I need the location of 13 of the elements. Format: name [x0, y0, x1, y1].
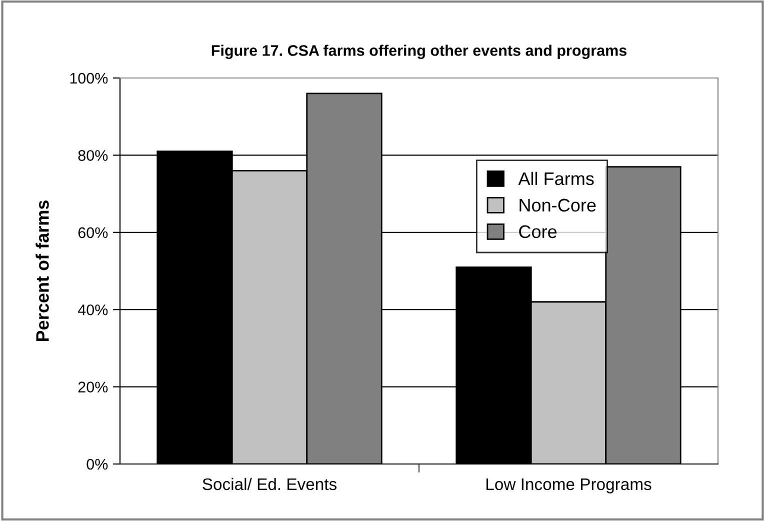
y-tick-label: 80%: [78, 150, 108, 161]
x-tick-label: Social/ Ed. Events: [202, 478, 337, 490]
y-tick-label: 100%: [70, 72, 108, 84]
chart-title: Figure 17. CSA farms offering other events and programs: [212, 44, 627, 60]
y-tick-label: 20%: [78, 382, 108, 392]
y-tick-label: 60%: [78, 227, 108, 238]
y-axis-title: Percent of farms: [36, 200, 49, 342]
legend-label: Core: [519, 225, 557, 238]
x-tick-label: Low Income Programs: [486, 478, 652, 494]
legend-label: Non-Core: [520, 198, 596, 212]
legend-label: All Farms: [518, 172, 594, 186]
y-tick-label: 40%: [78, 304, 108, 316]
y-tick-label: 0%: [86, 458, 108, 470]
